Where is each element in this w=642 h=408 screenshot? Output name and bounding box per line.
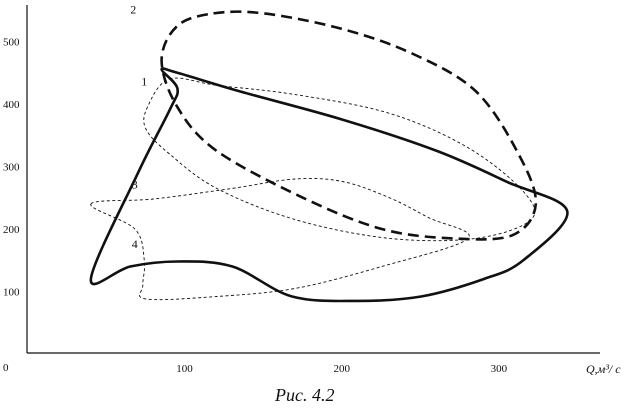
figure-caption: Рис. 4.2 xyxy=(274,385,334,405)
y-tick-label-200: 200 xyxy=(3,224,20,236)
y-tick-label-300: 300 xyxy=(3,162,20,174)
y-tick-label-500: 500 xyxy=(3,37,20,49)
series-label-3: 3 xyxy=(132,177,138,191)
series-4-curve xyxy=(89,67,569,303)
series-label-1: 1 xyxy=(141,74,147,88)
series-label-4: 4 xyxy=(132,237,138,251)
x-tick-label-200: 200 xyxy=(333,363,350,375)
y-tick-label-400: 400 xyxy=(3,99,20,111)
ticks: 100 200 300 400 500 100 200 300 xyxy=(3,37,508,376)
series-2-curve xyxy=(160,10,538,241)
x-tick-label-100: 100 xyxy=(176,363,193,375)
series-labels: 1 2 3 4 xyxy=(130,2,147,250)
origin-label: 0 xyxy=(3,362,9,374)
y-tick-label-100: 100 xyxy=(3,287,20,299)
series xyxy=(89,10,569,303)
series-label-2: 2 xyxy=(130,2,136,16)
series-1-curve xyxy=(143,77,536,242)
axes xyxy=(26,5,600,354)
series-3-curve xyxy=(90,178,470,301)
x-axis-label: Q,м³/ с xyxy=(586,362,621,376)
x-tick-label-300: 300 xyxy=(491,363,508,375)
